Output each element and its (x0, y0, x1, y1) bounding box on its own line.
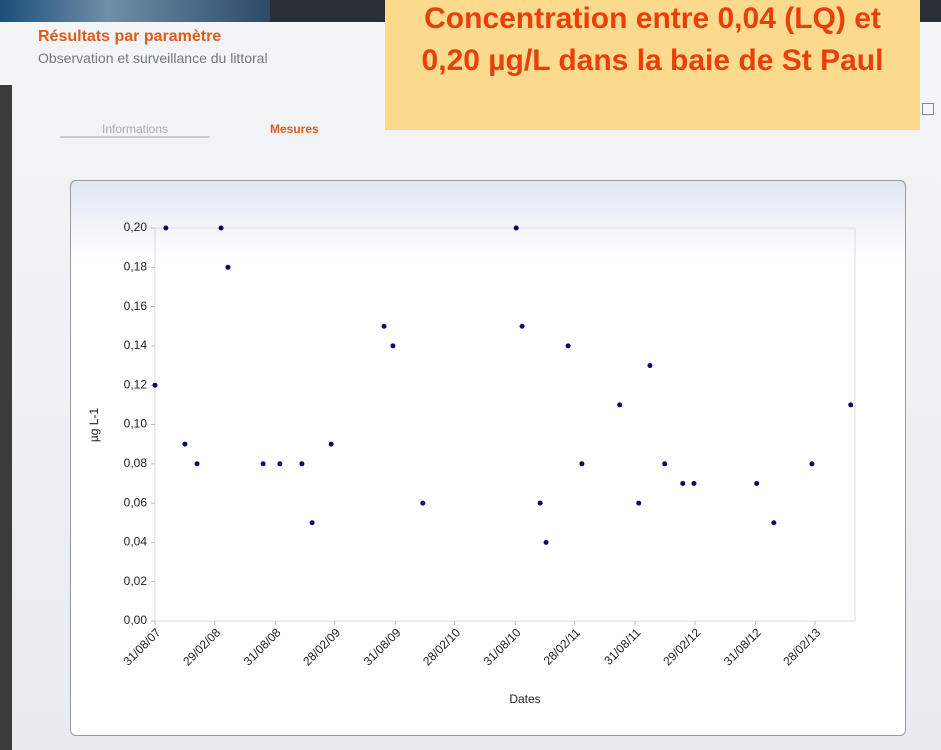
data-point (520, 324, 525, 329)
x-tick-label: 28/02/13 (780, 625, 823, 668)
x-tick-label: 31/08/07 (120, 625, 163, 668)
data-point (219, 226, 224, 231)
x-axis-label: Dates (509, 692, 540, 706)
y-tick-label: 0,04 (124, 535, 148, 549)
x-tick-label: 31/08/10 (481, 625, 524, 668)
x-tick-label: 28/02/10 (420, 625, 463, 668)
data-point (261, 461, 266, 466)
data-point (617, 402, 622, 407)
data-point (277, 461, 282, 466)
data-point (538, 501, 543, 506)
y-axis-label: µg L-1 (87, 408, 101, 443)
plot-frame (155, 228, 855, 621)
data-point (299, 461, 304, 466)
x-tick-label: 31/08/09 (361, 625, 404, 668)
data-point (420, 501, 425, 506)
data-point (382, 324, 387, 329)
y-tick-label: 0,06 (124, 495, 148, 509)
data-point (310, 520, 315, 525)
data-point (225, 265, 230, 270)
data-point (390, 343, 395, 348)
y-tick-label: 0,16 (124, 299, 148, 313)
data-point (163, 226, 168, 231)
y-tick-label: 0,02 (124, 574, 148, 588)
y-tick-label: 0,18 (124, 259, 148, 273)
data-point (514, 226, 519, 231)
x-tick-label: 28/02/11 (541, 625, 584, 668)
y-tick-label: 0,12 (124, 377, 148, 391)
data-point (153, 383, 158, 388)
x-tick-label: 31/08/08 (241, 625, 284, 668)
data-point (662, 461, 667, 466)
y-tick-label: 0,10 (124, 417, 148, 431)
data-point (182, 442, 187, 447)
data-point (579, 461, 584, 466)
x-tick-label: 29/02/08 (180, 625, 223, 668)
data-point (544, 540, 549, 545)
x-tick-label: 28/02/09 (300, 625, 343, 668)
data-point (771, 520, 776, 525)
page: Résultats par paramètre Observation et s… (0, 0, 941, 750)
chart: Dates µg L-1 0,00 0,02 0,04 0,06 0,08 0,10 0,1… (0, 0, 941, 750)
data-point (680, 481, 685, 486)
data-point (691, 481, 696, 486)
x-tick-label: 31/08/12 (721, 625, 764, 668)
data-point (809, 461, 814, 466)
x-tick-label: 29/02/12 (660, 625, 703, 668)
y-tick-label: 0,08 (124, 456, 148, 470)
data-point (636, 501, 641, 506)
data-point (566, 343, 571, 348)
y-tick-label: 0,20 (124, 220, 148, 234)
data-point (848, 402, 853, 407)
data-point (195, 461, 200, 466)
y-tick-label: 0,14 (124, 338, 148, 352)
x-tick-label: 31/08/11 (601, 625, 644, 668)
y-tick-label: 0,00 (124, 613, 148, 627)
data-point (754, 481, 759, 486)
data-point (329, 442, 334, 447)
data-point (647, 363, 652, 368)
